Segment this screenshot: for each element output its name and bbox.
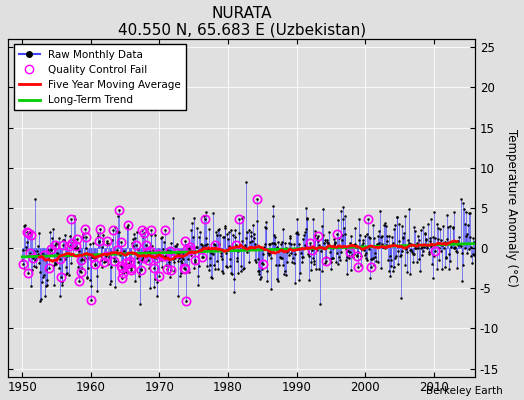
Text: Berkeley Earth: Berkeley Earth bbox=[427, 386, 503, 396]
Legend: Raw Monthly Data, Quality Control Fail, Five Year Moving Average, Long-Term Tren: Raw Monthly Data, Quality Control Fail, … bbox=[14, 44, 186, 110]
Title: NURATA
40.550 N, 65.683 E (Uzbekistan): NURATA 40.550 N, 65.683 E (Uzbekistan) bbox=[117, 6, 366, 38]
Y-axis label: Temperature Anomaly (°C): Temperature Anomaly (°C) bbox=[506, 129, 518, 287]
